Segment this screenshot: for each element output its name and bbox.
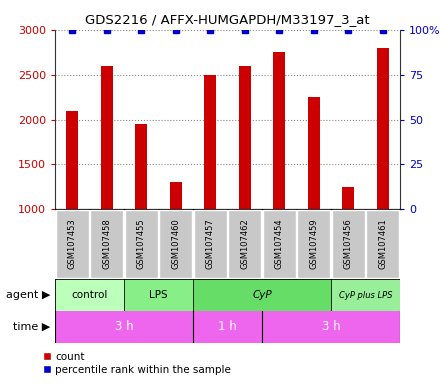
Text: control: control (71, 290, 108, 300)
Text: 1 h: 1 h (218, 321, 237, 333)
Bar (331, 279, 400, 311)
Text: GSM107459: GSM107459 (309, 218, 318, 269)
Text: GSM107462: GSM107462 (240, 218, 249, 269)
Bar (377, 48, 389, 209)
Text: GSM107453: GSM107453 (68, 218, 77, 269)
Bar (273, 52, 285, 209)
Bar (56, 210, 89, 278)
Text: GSM107454: GSM107454 (275, 218, 284, 269)
Text: 3 h: 3 h (322, 321, 340, 333)
Bar (228, 210, 261, 278)
Title: GDS2216 / AFFX-HUMGAPDH/M33197_3_at: GDS2216 / AFFX-HUMGAPDH/M33197_3_at (85, 13, 370, 26)
Bar (90, 210, 123, 278)
Text: GSM107460: GSM107460 (171, 218, 180, 269)
Bar (239, 66, 251, 209)
Bar (101, 66, 113, 209)
Bar (342, 187, 354, 209)
Bar (332, 210, 365, 278)
Text: agent ▶: agent ▶ (6, 290, 51, 300)
Text: GSM107455: GSM107455 (137, 218, 146, 269)
Bar (297, 210, 330, 278)
Bar (55, 279, 124, 311)
Legend: count, percentile rank within the sample: count, percentile rank within the sample (38, 348, 235, 379)
Bar (135, 124, 147, 209)
Text: GSM107458: GSM107458 (102, 218, 111, 269)
Text: GSM107457: GSM107457 (206, 218, 215, 269)
Bar (159, 210, 192, 278)
Bar (193, 279, 331, 311)
Bar (66, 111, 78, 209)
Bar (366, 210, 400, 278)
Bar (194, 210, 227, 278)
Text: time ▶: time ▶ (13, 322, 51, 332)
Text: 3 h: 3 h (115, 321, 133, 333)
Bar (204, 75, 216, 209)
Bar (124, 279, 193, 311)
Text: CyP plus LPS: CyP plus LPS (339, 291, 392, 300)
Text: GSM107456: GSM107456 (344, 218, 353, 269)
Text: CyP: CyP (252, 290, 272, 300)
Bar (263, 210, 296, 278)
Text: GSM107461: GSM107461 (378, 218, 387, 269)
Bar (170, 182, 182, 209)
Bar (125, 210, 158, 278)
Bar (308, 97, 320, 209)
Text: LPS: LPS (149, 290, 168, 300)
